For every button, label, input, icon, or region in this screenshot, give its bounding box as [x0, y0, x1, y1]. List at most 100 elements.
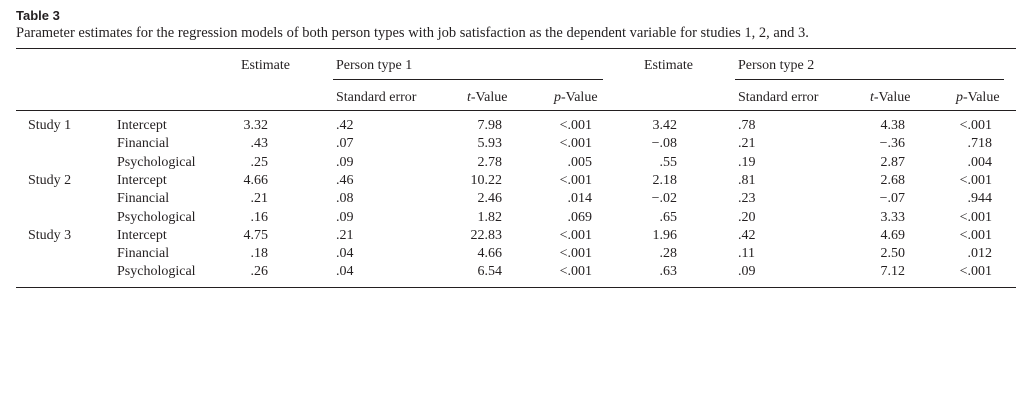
- header-estimate-2: Estimate: [644, 58, 693, 73]
- param-cell: Financial: [117, 136, 170, 152]
- t-value-2-cell: 3.33: [880, 209, 906, 225]
- header-person-type-2: Person type 2: [738, 58, 815, 73]
- t-value-1-cell: 1.82: [477, 209, 503, 225]
- bottom-rule: [16, 287, 1016, 288]
- param-cell: Psychological: [117, 154, 196, 170]
- t-value-2-cell: −.07: [879, 191, 905, 207]
- p-value-2-cell: <.001: [959, 172, 992, 188]
- header-rule: [16, 110, 1016, 111]
- header-t-value-1: t-Value: [467, 90, 508, 105]
- study-cell: Study 1: [28, 118, 72, 133]
- t-value-2-cell: 7.12: [880, 264, 906, 280]
- p-value-1-cell: .005: [567, 154, 593, 170]
- std-error-1-cell: .09: [336, 154, 354, 170]
- p-value-1-cell: <.001: [559, 136, 592, 152]
- t-value-1-cell: 2.78: [477, 154, 503, 170]
- param-cell: Intercept: [117, 118, 167, 133]
- estimate-2-cell: −.08: [651, 136, 677, 152]
- estimate-2-cell: −.02: [651, 191, 677, 207]
- std-error-2-cell: .42: [738, 227, 756, 243]
- top-rule: [16, 48, 1016, 49]
- p-value-2-cell: .004: [967, 154, 993, 170]
- table-header-block: Table 3 Parameter estimates for the regr…: [16, 8, 1016, 42]
- estimate-2-cell: .63: [659, 264, 678, 280]
- study-cell: Study 2: [28, 172, 72, 188]
- t-value-1-cell: 4.66: [477, 246, 503, 262]
- t-value-1-cell: 10.22: [470, 172, 503, 188]
- header-person-type-1: Person type 1: [336, 58, 413, 73]
- p-value-1-cell: .014: [567, 191, 593, 207]
- t-value-2-cell: 4.38: [880, 118, 906, 133]
- estimate-1-cell: .18: [250, 246, 269, 262]
- std-error-1-cell: .09: [336, 209, 354, 225]
- person-type-2-rule: [735, 79, 1004, 80]
- estimate-1-cell: .26: [250, 264, 269, 280]
- estimate-2-cell: 1.96: [652, 227, 678, 243]
- table-label: Table 3: [16, 8, 60, 23]
- std-error-1-cell: .04: [336, 246, 354, 262]
- study-cell: Study 3: [28, 227, 72, 243]
- t-value-1-cell: 2.46: [477, 191, 503, 207]
- p-value-2-cell: .944: [967, 191, 993, 207]
- std-error-1-cell: .21: [336, 227, 354, 243]
- std-error-1-cell: .42: [336, 118, 354, 133]
- std-error-1-cell: .08: [336, 191, 354, 207]
- p-value-2-cell: <.001: [959, 264, 992, 280]
- t-value-1-cell: 5.93: [477, 136, 503, 152]
- header-std-error-1: Standard error: [336, 90, 417, 105]
- t-value-1-cell: 22.83: [470, 227, 503, 243]
- p-value-1-cell: <.001: [559, 264, 592, 280]
- estimate-2-cell: 2.18: [652, 172, 678, 188]
- p-value-2-cell: .012: [967, 246, 993, 262]
- p-value-2-cell: <.001: [959, 227, 992, 243]
- param-cell: Financial: [117, 246, 170, 262]
- std-error-2-cell: .81: [738, 172, 756, 188]
- header-estimate-1: Estimate: [241, 58, 290, 73]
- std-error-2-cell: .11: [738, 246, 755, 262]
- p-value-1-cell: <.001: [559, 246, 592, 262]
- std-error-2-cell: .23: [738, 191, 756, 207]
- param-cell: Psychological: [117, 209, 196, 225]
- header-p-value-1: p-Value: [554, 90, 598, 105]
- std-error-1-cell: .04: [336, 264, 354, 280]
- estimate-2-cell: 3.42: [652, 118, 678, 133]
- t-value-2-cell: 2.87: [880, 154, 906, 170]
- p-value-1-cell: <.001: [559, 118, 592, 133]
- t-value-2-cell: 2.68: [880, 172, 906, 188]
- std-error-2-cell: .09: [738, 264, 756, 280]
- estimate-1-cell: 4.75: [243, 227, 269, 243]
- table-caption: Parameter estimates for the regression m…: [16, 25, 809, 41]
- t-value-2-cell: −.36: [879, 136, 905, 152]
- p-value-2-cell: <.001: [959, 118, 992, 133]
- t-value-2-cell: 4.69: [880, 227, 906, 243]
- t-value-2-cell: 2.50: [880, 246, 906, 262]
- header-std-error-2: Standard error: [738, 90, 819, 105]
- estimate-1-cell: 3.32: [243, 118, 269, 133]
- p-value-1-cell: .069: [567, 209, 593, 225]
- person-type-1-rule: [333, 79, 603, 80]
- std-error-2-cell: .21: [738, 136, 756, 152]
- param-cell: Intercept: [117, 172, 167, 188]
- estimate-2-cell: .28: [659, 246, 678, 262]
- estimate-1-cell: 4.66: [243, 172, 269, 188]
- header-t-value-2: t-Value: [870, 90, 911, 105]
- param-cell: Intercept: [117, 227, 167, 243]
- p-value-1-cell: <.001: [559, 172, 592, 188]
- estimate-2-cell: .65: [659, 209, 678, 225]
- std-error-2-cell: .20: [738, 209, 756, 225]
- header-p-value-2: p-Value: [956, 90, 1000, 105]
- estimate-1-cell: .43: [250, 136, 269, 152]
- std-error-2-cell: .19: [738, 154, 756, 170]
- std-error-1-cell: .46: [336, 172, 354, 188]
- std-error-2-cell: .78: [738, 118, 756, 133]
- estimate-2-cell: .55: [659, 154, 678, 170]
- p-value-1-cell: <.001: [559, 227, 592, 243]
- t-value-1-cell: 6.54: [477, 264, 503, 280]
- estimate-1-cell: .16: [250, 209, 269, 225]
- std-error-1-cell: .07: [336, 136, 354, 152]
- p-value-2-cell: .718: [967, 136, 993, 152]
- estimate-1-cell: .25: [250, 154, 269, 170]
- param-cell: Psychological: [117, 264, 196, 280]
- t-value-1-cell: 7.98: [477, 118, 503, 133]
- p-value-2-cell: <.001: [959, 209, 992, 225]
